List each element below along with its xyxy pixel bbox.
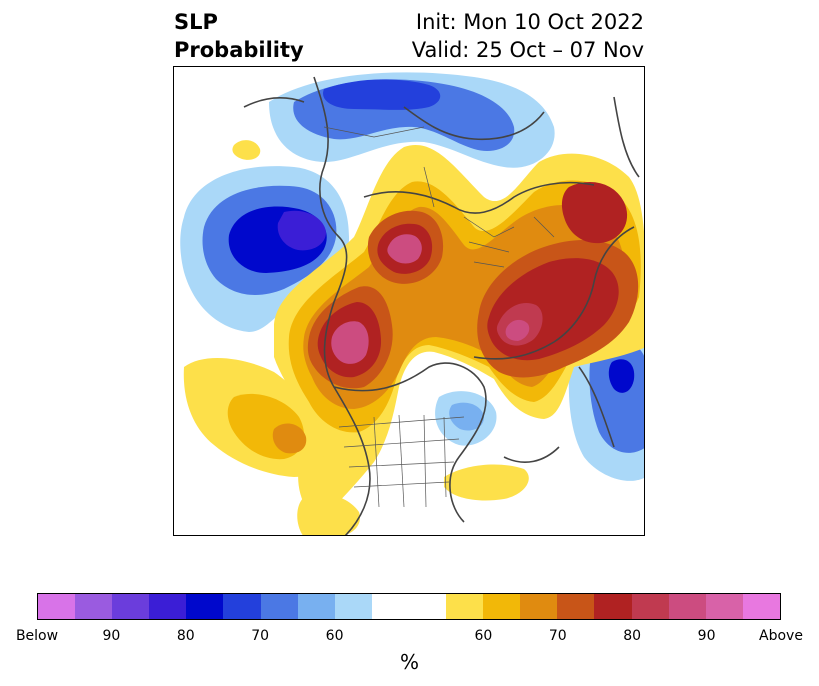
- chart-title-left: SLP Probability: [174, 8, 304, 64]
- colorbar-cell: [149, 594, 187, 619]
- colorbar-tick-label: 90: [697, 628, 716, 644]
- colorbar-tick-label: 80: [623, 628, 642, 644]
- colorbar-cell: [297, 594, 335, 619]
- title-variable: SLP: [174, 10, 218, 34]
- colorbar-cell: [260, 594, 298, 619]
- above-region-core-west-pink: [331, 321, 369, 364]
- colorbar-cell: [742, 594, 780, 619]
- below-region-pacific-core: [277, 210, 326, 251]
- coastlines: [243, 76, 640, 535]
- colorbar-tick-label: Below: [15, 628, 59, 644]
- chart-title-right: Init: Mon 10 Oct 2022 Valid: 25 Oct – 07…: [412, 8, 644, 64]
- colorbar-cell: [594, 594, 632, 619]
- colorbar-tick-label: 70: [548, 628, 567, 644]
- colorbar-cell: [223, 594, 261, 619]
- above-region-core-north-pink: [387, 234, 422, 264]
- above-region-bottom-yellow: [297, 493, 360, 535]
- colorbar-cell: [483, 594, 521, 619]
- above-region-nw-small: [232, 140, 261, 160]
- below-region-atlantic-strong: [608, 359, 635, 393]
- init-date: Init: Mon 10 Oct 2022: [415, 10, 644, 34]
- colorbar-cell: [38, 594, 76, 619]
- above-region-core-east-pink: [505, 319, 530, 341]
- probability-map: [173, 66, 645, 536]
- colorbar-tick-label: Above: [759, 628, 803, 644]
- below-region-arctic-strong: [323, 79, 441, 110]
- colorbar-unit-label: %: [399, 650, 419, 674]
- colorbar-cell: [334, 594, 372, 619]
- colorbar-cell: [408, 594, 447, 619]
- colorbar-cell: [557, 594, 595, 619]
- colorbar-cell: [112, 594, 150, 619]
- colorbar-tick-label: 90: [102, 628, 121, 644]
- colorbar-cell: [446, 594, 484, 619]
- colorbar-tick-label: 70: [251, 628, 270, 644]
- colorbar-cell: [705, 594, 743, 619]
- title-quantity: Probability: [174, 38, 304, 62]
- above-region-ne-red: [561, 182, 628, 244]
- colorbar-cell: [631, 594, 669, 619]
- below-region-hudson-mid: [449, 402, 484, 431]
- colorbar-cell: [186, 594, 224, 619]
- colorbar-cell: [520, 594, 558, 619]
- colorbar-tick-label: 80: [176, 628, 195, 644]
- colorbar: [37, 593, 781, 620]
- valid-range: Valid: 25 Oct – 07 Nov: [411, 38, 644, 62]
- colorbar-cell: [75, 594, 113, 619]
- above-region-se-yellow: [444, 464, 529, 501]
- political-borders: [323, 126, 555, 508]
- colorbar-cell: [371, 594, 409, 619]
- map-svg: [180, 72, 644, 535]
- above-region-left-deep-orange: [272, 423, 307, 454]
- colorbar-tick-label: 60: [325, 628, 344, 644]
- colorbar-ticks: Below 90 80 70 60 60 70 80 90 Above: [0, 628, 819, 648]
- colorbar-cell: [668, 594, 706, 619]
- colorbar-tick-label: 60: [474, 628, 493, 644]
